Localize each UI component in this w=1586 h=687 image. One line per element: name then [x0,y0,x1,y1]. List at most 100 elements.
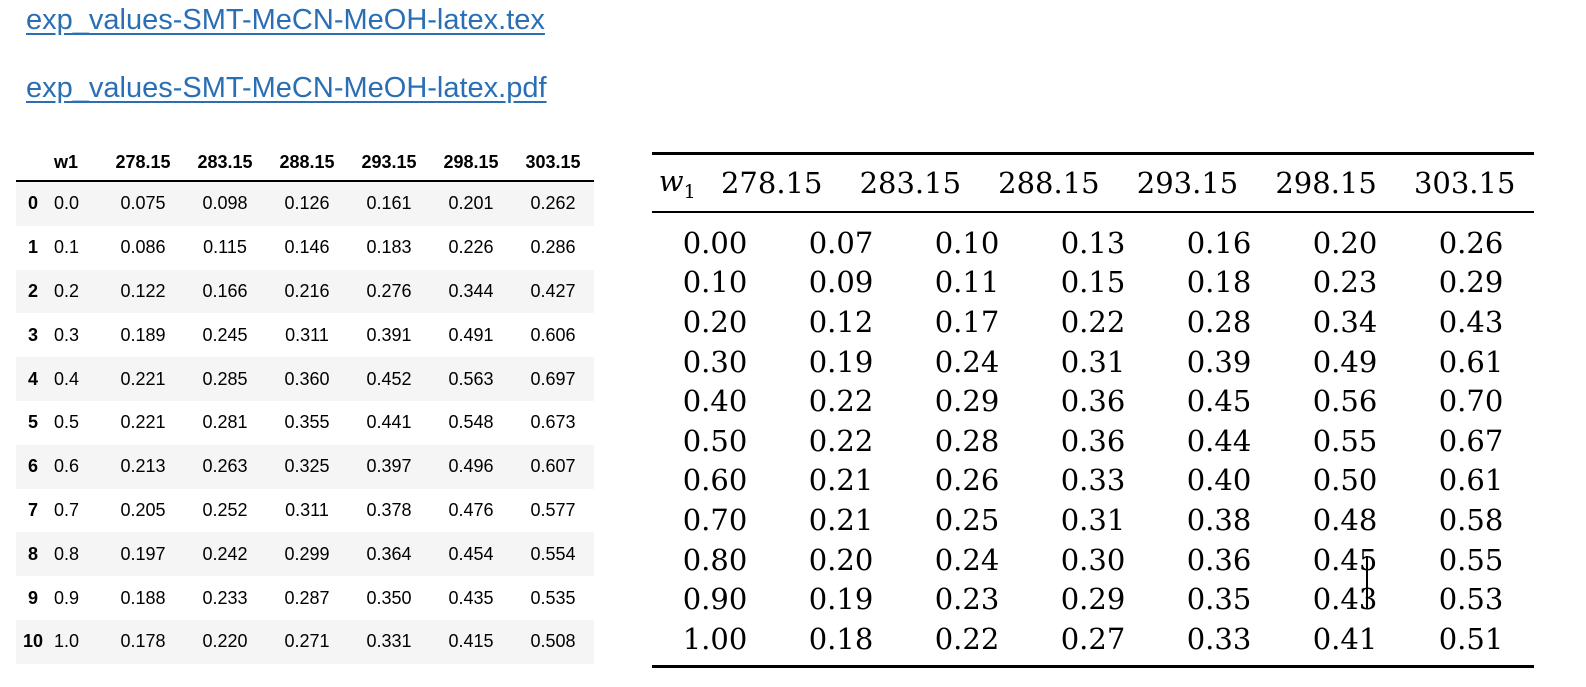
table-cell: 0.0 [54,193,80,214]
pdf-file-link[interactable]: exp_values-SMT-MeCN-MeOH-latex.pdf [26,72,547,104]
table-cell: 0.391 [366,324,412,345]
table-cell: 0.606 [530,324,576,345]
latex-cell: 0.22 [808,423,874,458]
table-cell: 0.441 [366,412,412,433]
latex-cell: 0.58 [1438,502,1504,537]
tex-file-link[interactable]: exp_values-SMT-MeCN-MeOH-latex.tex [26,4,545,36]
latex-cell: 0.33 [1060,463,1126,498]
latex-cell: 0.60 [682,463,748,498]
latex-cell: 0.21 [808,463,874,498]
latex-cell: 0.09 [808,265,874,300]
text-cursor [1366,556,1368,608]
latex-cell: 0.24 [934,542,1000,577]
latex-cell: 0.29 [934,384,1000,419]
latex-cell: 0.44 [1186,423,1252,458]
latex-row: 1.00 0.18 0.22 0.27 0.33 0.41 0.51 [652,619,1534,665]
latex-cell: 0.16 [1186,225,1252,260]
latex-cell: 0.23 [934,582,1000,617]
latex-cell: 0.33 [1186,621,1252,656]
row-index: 10 [22,631,44,652]
table-cell: 0.325 [284,456,330,477]
table-cell: 0.201 [448,193,494,214]
latex-row: 0.80 0.20 0.24 0.30 0.36 0.45 0.55 [652,540,1534,580]
row-index: 7 [27,499,38,520]
table-cell: 0.189 [120,324,166,345]
latex-w1-header: w1 [652,155,702,211]
table-cell: 0.213 [120,456,166,477]
table-cell: 0.115 [203,237,247,258]
latex-cell: 0.26 [934,463,1000,498]
latex-row: 0.20 0.12 0.17 0.22 0.28 0.34 0.43 [652,302,1534,342]
table-cell: 0.2 [54,280,80,301]
table-cell: 0.263 [202,456,248,477]
latex-cell: 0.17 [934,304,1000,339]
latex-cell: 0.70 [1438,384,1504,419]
latex-cell: 0.12 [808,304,874,339]
latex-row: 0.60 0.21 0.26 0.33 0.40 0.50 0.61 [652,461,1534,501]
latex-cell: 0.51 [1438,621,1504,656]
latex-table-body: 0.00 0.07 0.10 0.13 0.16 0.20 0.26 0.10 0.09 0.11… [652,213,1534,665]
table-cell: 0.9 [54,587,80,608]
latex-column-header: 298.15 [1275,166,1377,200]
column-header: w1 [50,144,102,182]
table-cell: 0.454 [448,543,494,564]
table-cell: 0.075 [120,193,166,214]
table-cell: 0.331 [366,631,412,652]
table-cell: 0.496 [448,456,494,477]
table-cell: 0.491 [448,324,494,345]
latex-cell: 0.25 [934,502,1000,537]
latex-cell: 0.26 [1438,225,1504,260]
latex-cell: 0.18 [808,621,874,656]
table-cell: 0.242 [202,543,248,564]
row-index: 8 [27,543,38,564]
table-cell: 0.220 [202,631,248,652]
table-cell: 0.355 [284,412,330,433]
latex-row: 0.00 0.07 0.10 0.13 0.16 0.20 0.26 [652,213,1534,263]
table-cell: 0.183 [366,237,412,258]
table-cell: 0.364 [366,543,412,564]
table-cell: 0.577 [530,499,576,520]
table-cell: 1.0 [54,631,80,652]
latex-cell: 0.55 [1438,542,1504,577]
table-cell: 0.262 [530,193,576,214]
dataframe-header-row: w1 278.15 283.15 288.15 293.15 298.15 30… [16,144,594,182]
latex-cell: 0.70 [682,502,748,537]
latex-cell: 0.20 [1312,225,1378,260]
table-row: 4 0.4 0.221 0.285 0.360 0.452 0.563 0.697 [16,357,594,401]
row-index: 5 [27,412,38,433]
latex-cell: 0.07 [808,225,874,260]
table-cell: 0.607 [530,456,576,477]
column-header: 293.15 [348,144,430,182]
table-row: 2 0.2 0.122 0.166 0.216 0.276 0.344 0.427 [16,269,594,314]
table-cell: 0.245 [202,324,248,345]
latex-cell: 0.20 [682,304,748,339]
table-cell: 0.554 [530,543,576,564]
latex-column-header: 303.15 [1413,166,1516,200]
latex-cell: 0.29 [1438,265,1504,300]
table-cell: 0.548 [448,412,494,433]
latex-cell: 0.11 [934,265,1000,300]
latex-row: 0.40 0.22 0.29 0.36 0.45 0.56 0.70 [652,381,1534,421]
latex-cell: 0.36 [1060,384,1126,419]
latex-cell: 0.49 [1312,344,1378,379]
latex-cell: 0.50 [1312,463,1378,498]
mid-rule [652,211,1534,213]
latex-cell: 0.00 [682,225,748,260]
table-cell: 0.188 [120,587,166,608]
table-cell: 0.086 [120,237,166,258]
table-cell: 0.697 [530,368,576,389]
latex-cell: 0.18 [1186,265,1252,300]
table-cell: 0.311 [285,324,329,345]
latex-cell: 0.90 [682,582,748,617]
table-cell: 0.415 [448,631,494,652]
index-header [16,144,50,182]
table-cell: 0.276 [366,280,412,301]
table-cell: 0.6 [54,456,80,477]
column-header: 278.15 [102,144,184,182]
table-row: 7 0.7 0.205 0.252 0.311 0.378 0.476 0.577 [16,489,594,533]
latex-cell: 0.43 [1438,304,1504,339]
table-cell: 0.508 [530,631,576,652]
w1-subscript: 1 [683,180,696,203]
table-cell: 0.476 [448,499,494,520]
table-cell: 0.427 [530,280,576,301]
